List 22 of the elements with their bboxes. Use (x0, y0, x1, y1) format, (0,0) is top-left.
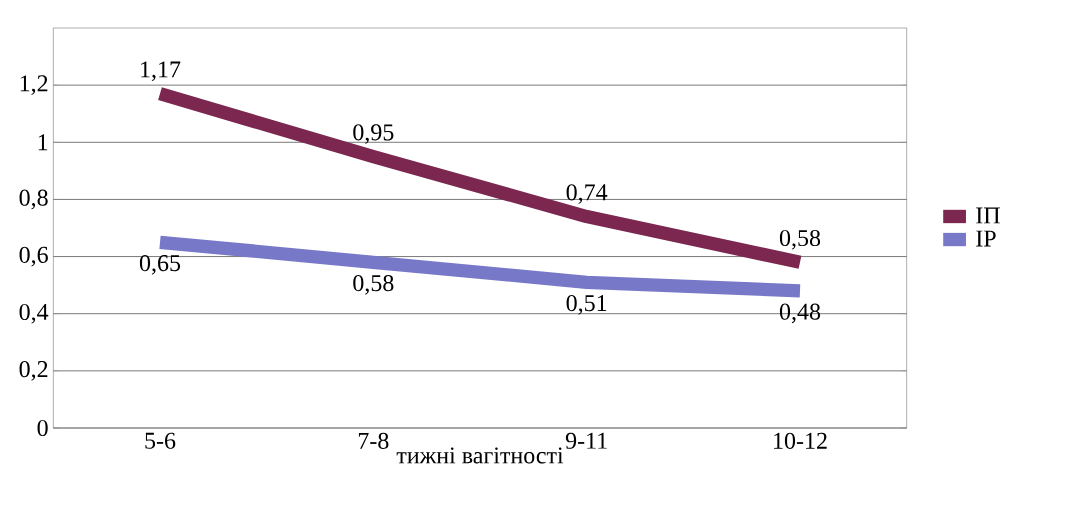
y-tick-label: 0,6 (19, 246, 48, 267)
y-tick-label: 1,2 (20, 75, 48, 95)
y-tick-label: 1 (38, 134, 48, 151)
data-label: 0,58 (779, 229, 821, 250)
x-tick-label: 9-11 (565, 432, 607, 449)
x-tick-label: 5-6 (145, 432, 176, 449)
data-label: 0,51 (566, 295, 607, 315)
y-tick-label: 0 (37, 419, 48, 437)
x-tick-label: 10-12 (774, 432, 827, 449)
data-label: 0,48 (779, 303, 821, 324)
x-tick-label: 7-8 (358, 432, 389, 449)
y-tick-label: 0,4 (19, 303, 49, 324)
data-label: 0,58 (353, 275, 394, 295)
data-label: 0,65 (139, 255, 181, 275)
legend-label: ІП (976, 207, 1000, 224)
data-label: 0,74 (566, 184, 608, 204)
y-tick-label: 0,8 (19, 189, 48, 210)
legend-label: ІР (976, 230, 996, 247)
x-axis-title: тижні вагітності (396, 447, 564, 464)
y-tick-label: 0,2 (19, 361, 48, 381)
data-label: 1,17 (141, 61, 181, 82)
data-label: 0,95 (353, 124, 394, 144)
